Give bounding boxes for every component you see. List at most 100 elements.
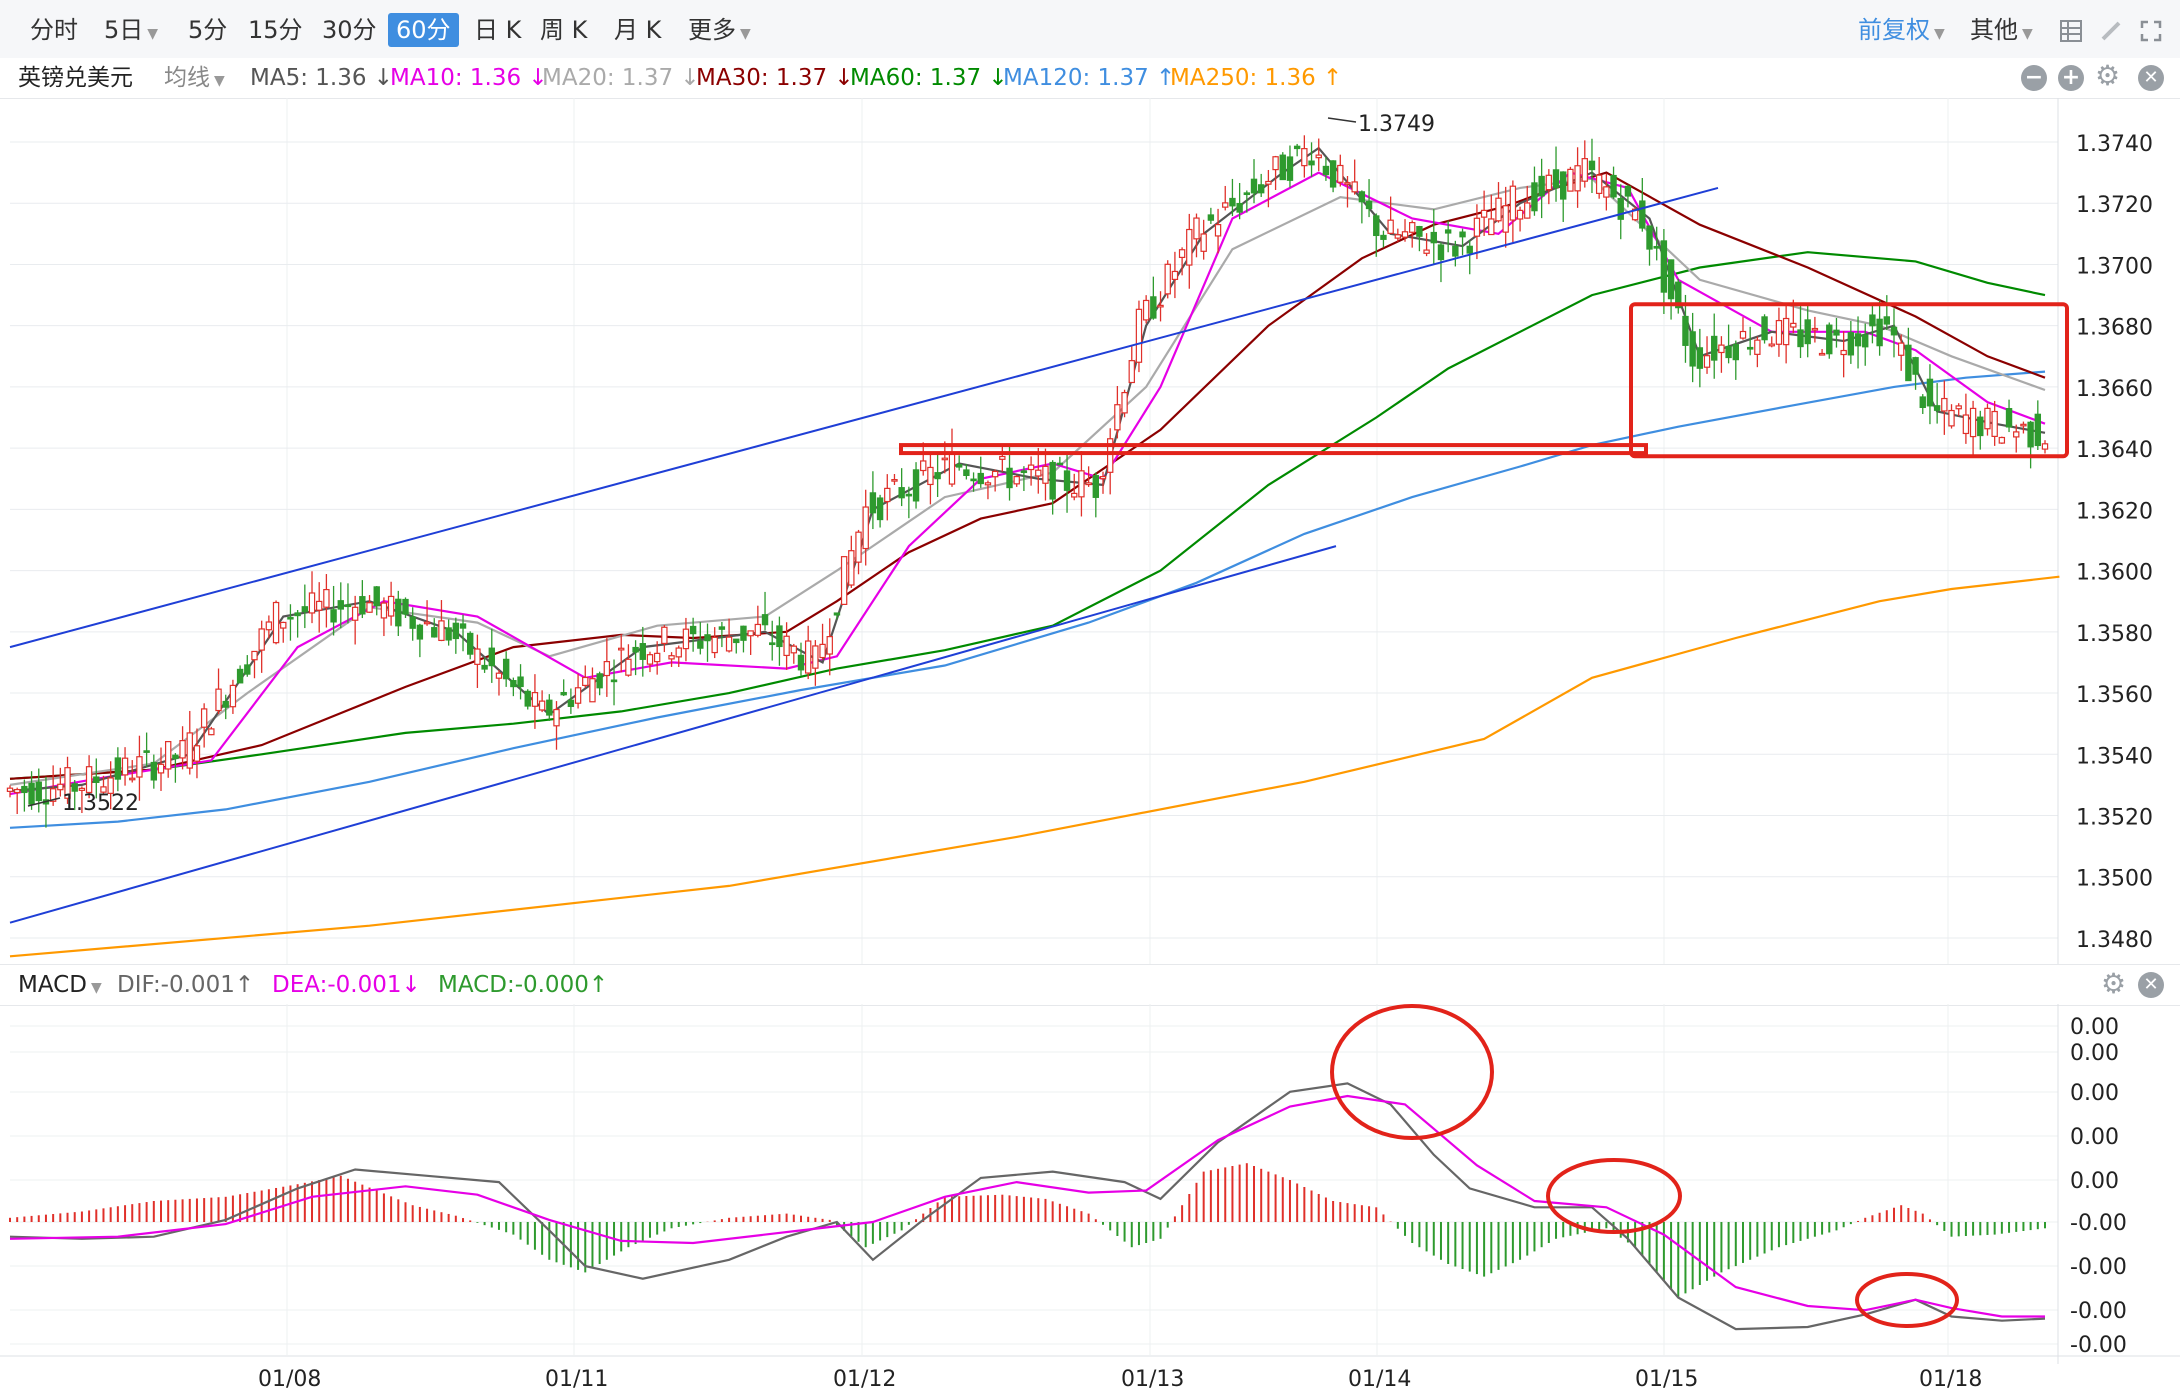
tab-period-1[interactable]: 5日 ▼ <box>96 13 166 47</box>
candle-body <box>812 645 819 669</box>
candle-body <box>488 647 495 667</box>
candle-body <box>1308 160 1315 166</box>
candle-body <box>610 679 618 683</box>
plus-circle-icon[interactable]: + <box>2058 65 2084 91</box>
candle-body <box>1897 342 1905 356</box>
candle-body <box>776 625 783 648</box>
ma-line-ma20 <box>9 177 2046 786</box>
candle-body <box>474 648 481 665</box>
candle-body <box>517 676 524 688</box>
candle-body <box>1603 186 1610 198</box>
candle <box>85 755 93 799</box>
ma-line-ma10 <box>9 171 2046 796</box>
y-tick-label: -0.00 <box>2070 1211 2127 1236</box>
macd-indicator-select[interactable]: MACD ▼ <box>18 965 102 1005</box>
close-icon[interactable]: ✕ <box>2138 65 2164 91</box>
candle-body <box>1854 333 1862 347</box>
candle-body <box>179 740 186 759</box>
candle <box>1495 182 1502 223</box>
adjust-dropdown[interactable]: 前复权 ▼ <box>1858 13 1945 47</box>
tab-period-7[interactable]: 周 K <box>532 13 595 47</box>
candle-body <box>280 621 287 629</box>
candle-body <box>1826 324 1833 355</box>
candle-body <box>78 787 86 791</box>
candle-body <box>438 620 445 642</box>
candle-body <box>1696 347 1704 369</box>
indicator-select[interactable]: 均线 ▼ <box>164 58 225 98</box>
candle-body <box>1567 168 1574 192</box>
candle-body <box>1272 156 1279 171</box>
candle-body <box>35 781 42 802</box>
candle <box>1150 276 1157 320</box>
tab-period-4[interactable]: 30分 <box>314 13 385 47</box>
candle <box>21 779 28 812</box>
candle <box>1401 219 1409 242</box>
candle-body <box>905 493 913 497</box>
candle-body <box>330 609 337 623</box>
minus-circle-icon[interactable]: − <box>2021 65 2047 91</box>
tab-period-5[interactable]: 60分 <box>388 13 459 47</box>
tab-label: 分时 <box>30 16 78 44</box>
candle <box>200 703 208 748</box>
candle <box>215 668 222 715</box>
candle <box>977 456 984 488</box>
candle <box>495 669 503 696</box>
candle-body <box>258 628 265 651</box>
candle <box>1962 393 1970 444</box>
candle <box>1545 169 1553 205</box>
gear-icon[interactable]: ⚙ <box>2101 967 2127 1000</box>
candle-body <box>1746 346 1754 350</box>
candle-body <box>689 625 697 635</box>
tab-period-8[interactable]: 月 K <box>606 13 669 47</box>
candle-body <box>1178 249 1186 259</box>
candle-body <box>93 776 100 783</box>
gear-icon[interactable]: ⚙ <box>2095 59 2121 92</box>
tab-period-2[interactable]: 5分 <box>180 13 235 47</box>
candle <box>287 604 294 641</box>
candle-body <box>733 638 740 644</box>
candle <box>1121 389 1128 418</box>
candle-body <box>1142 299 1150 321</box>
candle-body <box>1358 191 1366 203</box>
candle <box>179 726 186 770</box>
candle <box>1595 156 1603 199</box>
fullscreen-icon[interactable] <box>2136 16 2166 46</box>
candle-body <box>1782 317 1790 346</box>
candle-body <box>1337 164 1344 183</box>
candle <box>1135 300 1143 373</box>
tab-period-3[interactable]: 15分 <box>240 13 311 47</box>
tab-period-0[interactable]: 分时 <box>22 13 86 47</box>
candle <box>1955 403 1962 417</box>
candle <box>1804 302 1811 358</box>
candle <box>337 582 344 629</box>
candle-body <box>1488 218 1495 236</box>
candle-body <box>1646 225 1653 250</box>
candle <box>2005 399 2013 433</box>
other-dropdown[interactable]: 其他 ▼ <box>1970 13 2033 47</box>
candle-body <box>1790 322 1797 328</box>
y-tick-label: 1.3520 <box>2076 806 2153 831</box>
grid-layout-icon[interactable] <box>2056 16 2086 46</box>
candle-body <box>582 676 589 687</box>
candle <box>186 710 193 775</box>
candle <box>1969 400 1977 456</box>
draw-pen-icon[interactable] <box>2096 16 2126 46</box>
candle-body <box>1595 174 1603 194</box>
high-label: 1.3749 <box>1358 112 1435 137</box>
x-tick-label: 01/15 <box>1635 1367 1698 1392</box>
candle <box>920 442 927 476</box>
candle <box>1085 466 1092 487</box>
candle-body <box>1049 461 1056 500</box>
candle <box>1667 259 1675 320</box>
tab-period-9[interactable]: 更多 ▼ <box>680 13 759 47</box>
candle-body <box>1977 416 1984 437</box>
candle-body <box>1459 231 1466 238</box>
tab-period-6[interactable]: 日 K <box>466 13 529 47</box>
candle <box>107 761 114 810</box>
candle-body <box>272 601 280 644</box>
candle <box>1042 448 1049 501</box>
candle <box>1286 145 1294 188</box>
close-icon[interactable]: ✕ <box>2138 972 2164 998</box>
candle-body <box>819 643 826 659</box>
candle <box>236 665 244 684</box>
